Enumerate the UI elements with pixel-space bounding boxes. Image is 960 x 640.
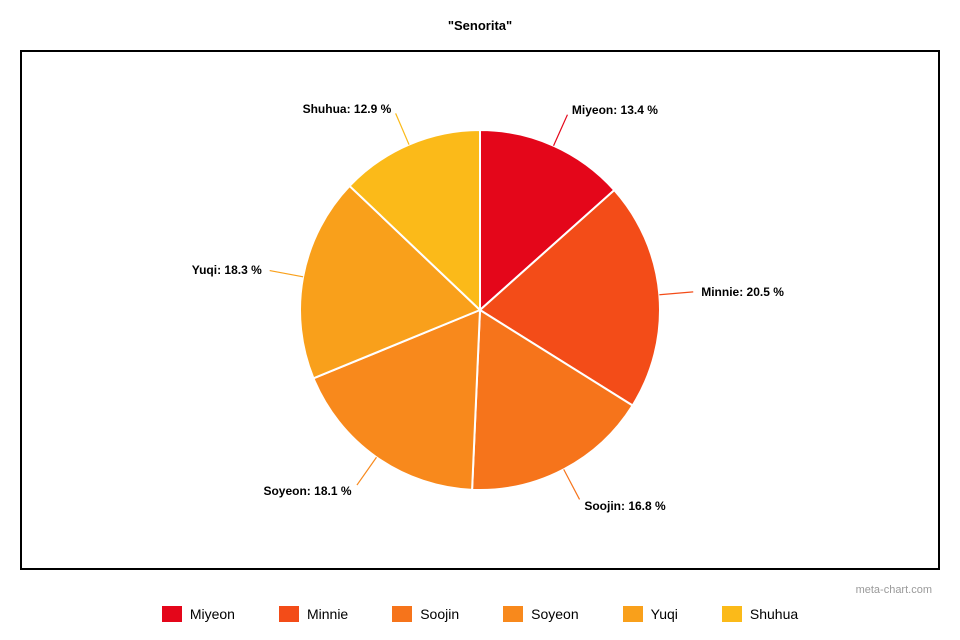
legend-item-minnie: Minnie (279, 606, 348, 622)
legend-swatch (623, 606, 643, 622)
pie-chart (270, 100, 690, 520)
slice-label-miyeon: Miyeon: 13.4 % (572, 103, 658, 117)
legend-swatch (503, 606, 523, 622)
legend-label: Soojin (420, 606, 459, 622)
leader-line (564, 469, 580, 499)
leader-line (357, 457, 377, 485)
attribution-text: meta-chart.com (856, 584, 932, 596)
leader-line (554, 115, 568, 146)
legend-item-shuhua: Shuhua (722, 606, 798, 622)
legend-label: Yuqi (651, 606, 678, 622)
slice-label-soyeon: Soyeon: 18.1 % (263, 484, 351, 498)
legend-label: Soyeon (531, 606, 578, 622)
legend-label: Minnie (307, 606, 348, 622)
leader-line (396, 113, 409, 144)
legend-item-soyeon: Soyeon (503, 606, 578, 622)
slice-label-soojin: Soojin: 16.8 % (584, 499, 665, 513)
legend-label: Shuhua (750, 606, 798, 622)
leader-line (659, 292, 693, 295)
legend-label: Miyeon (190, 606, 235, 622)
slice-label-minnie: Minnie: 20.5 % (701, 285, 784, 299)
legend-swatch (162, 606, 182, 622)
legend-swatch (279, 606, 299, 622)
slice-label-yuqi: Yuqi: 18.3 % (192, 263, 262, 277)
legend-swatch (722, 606, 742, 622)
leader-line (270, 271, 303, 277)
legend-item-soojin: Soojin (392, 606, 459, 622)
legend-item-yuqi: Yuqi (623, 606, 678, 622)
chart-frame: Miyeon: 13.4 % Minnie: 20.5 % Soojin: 16.8… (20, 50, 940, 570)
slice-label-shuhua: Shuhua: 12.9 % (303, 102, 392, 116)
legend-item-miyeon: Miyeon (162, 606, 235, 622)
chart-title: "Senorita" (0, 0, 960, 43)
legend-swatch (392, 606, 412, 622)
legend: Miyeon Minnie Soojin Soyeon Yuqi Shuhua (0, 606, 960, 622)
